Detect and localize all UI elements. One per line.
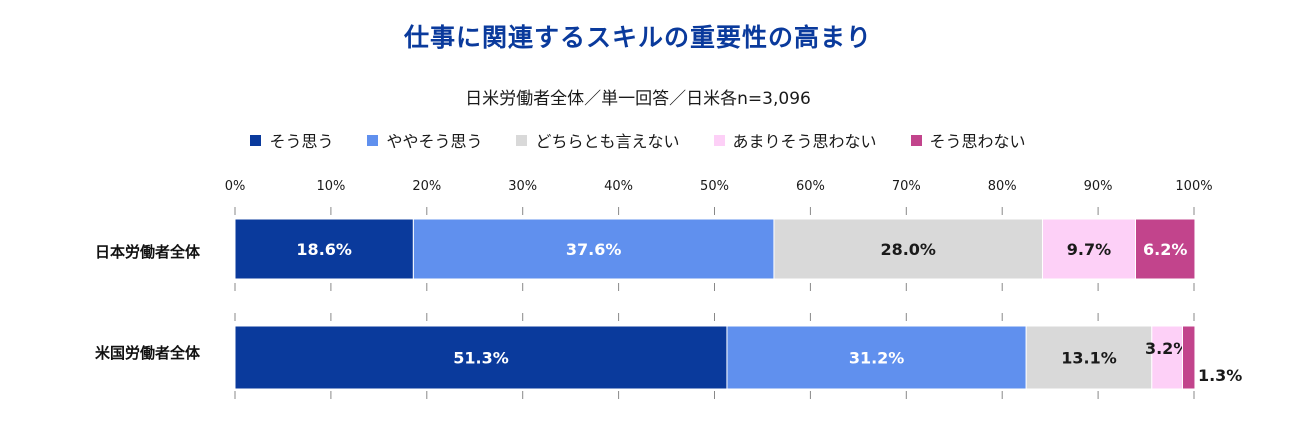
x-tick-label: 90% <box>1084 179 1113 194</box>
legend-swatch <box>910 134 922 146</box>
legend-swatch <box>250 134 262 146</box>
bar-segment <box>1135 218 1196 280</box>
data-label: 18.6% <box>296 240 352 259</box>
x-tick-label: 50% <box>700 179 729 194</box>
x-tick-label: 60% <box>796 179 825 194</box>
bar-segment <box>1151 325 1183 390</box>
bar-segment <box>726 325 1027 390</box>
legend-label: あまりそう思わない <box>732 132 877 151</box>
data-label: 13.1% <box>1061 349 1117 368</box>
x-tick-label: 70% <box>892 179 921 194</box>
legend: そう思う ややそう思う どちらとも言えない あまりそう思わない そう思わない <box>0 128 1276 152</box>
x-tick-label: 100% <box>1175 179 1212 194</box>
legend-swatch <box>516 134 528 146</box>
data-label: 1.3% <box>1198 366 1242 385</box>
bar-segment <box>1025 325 1153 390</box>
legend-swatch <box>713 134 725 146</box>
bar-segment <box>1041 218 1137 280</box>
bar-segment <box>412 218 775 280</box>
chart-subtitle: 日米労働者全体／単一回答／日米各n=3,096 <box>465 89 811 109</box>
x-tick-label: 0% <box>225 179 246 194</box>
data-label: 6.2% <box>1143 240 1187 259</box>
legend-label: そう思わない <box>929 132 1026 151</box>
data-label: 9.7% <box>1067 240 1111 259</box>
bar-segment <box>1181 325 1196 390</box>
category-label: 日本労働者全体 <box>95 243 201 261</box>
data-label: 28.0% <box>880 240 936 259</box>
data-label: 31.2% <box>849 349 905 368</box>
legend-label: どちらとも言えない <box>535 132 680 151</box>
legend-swatch <box>367 134 379 146</box>
bar-segment <box>234 325 728 390</box>
x-tick-label: 40% <box>604 179 633 194</box>
data-label: 51.3% <box>453 349 509 368</box>
x-tick-label: 10% <box>316 179 345 194</box>
data-label: 37.6% <box>566 240 622 259</box>
data-label: 3.2% <box>1145 339 1189 358</box>
x-tick-label: 80% <box>988 179 1017 194</box>
legend-item: どちらとも言えない <box>516 128 680 152</box>
legend-label: そう思う <box>269 132 334 151</box>
x-tick-label: 30% <box>508 179 537 194</box>
legend-item: ややそう思う <box>367 128 482 152</box>
bar-segment <box>773 218 1043 280</box>
bar-segment <box>234 218 414 280</box>
chart-title: 仕事に関連するスキルの重要性の高まり <box>403 23 872 52</box>
x-tick-label: 20% <box>412 179 441 194</box>
legend-label: ややそう思う <box>386 132 483 151</box>
legend-item: そう思う <box>250 128 333 152</box>
category-label: 米国労働者全体 <box>95 344 201 362</box>
legend-item: そう思わない <box>910 128 1026 152</box>
legend-item: あまりそう思わない <box>713 128 877 152</box>
